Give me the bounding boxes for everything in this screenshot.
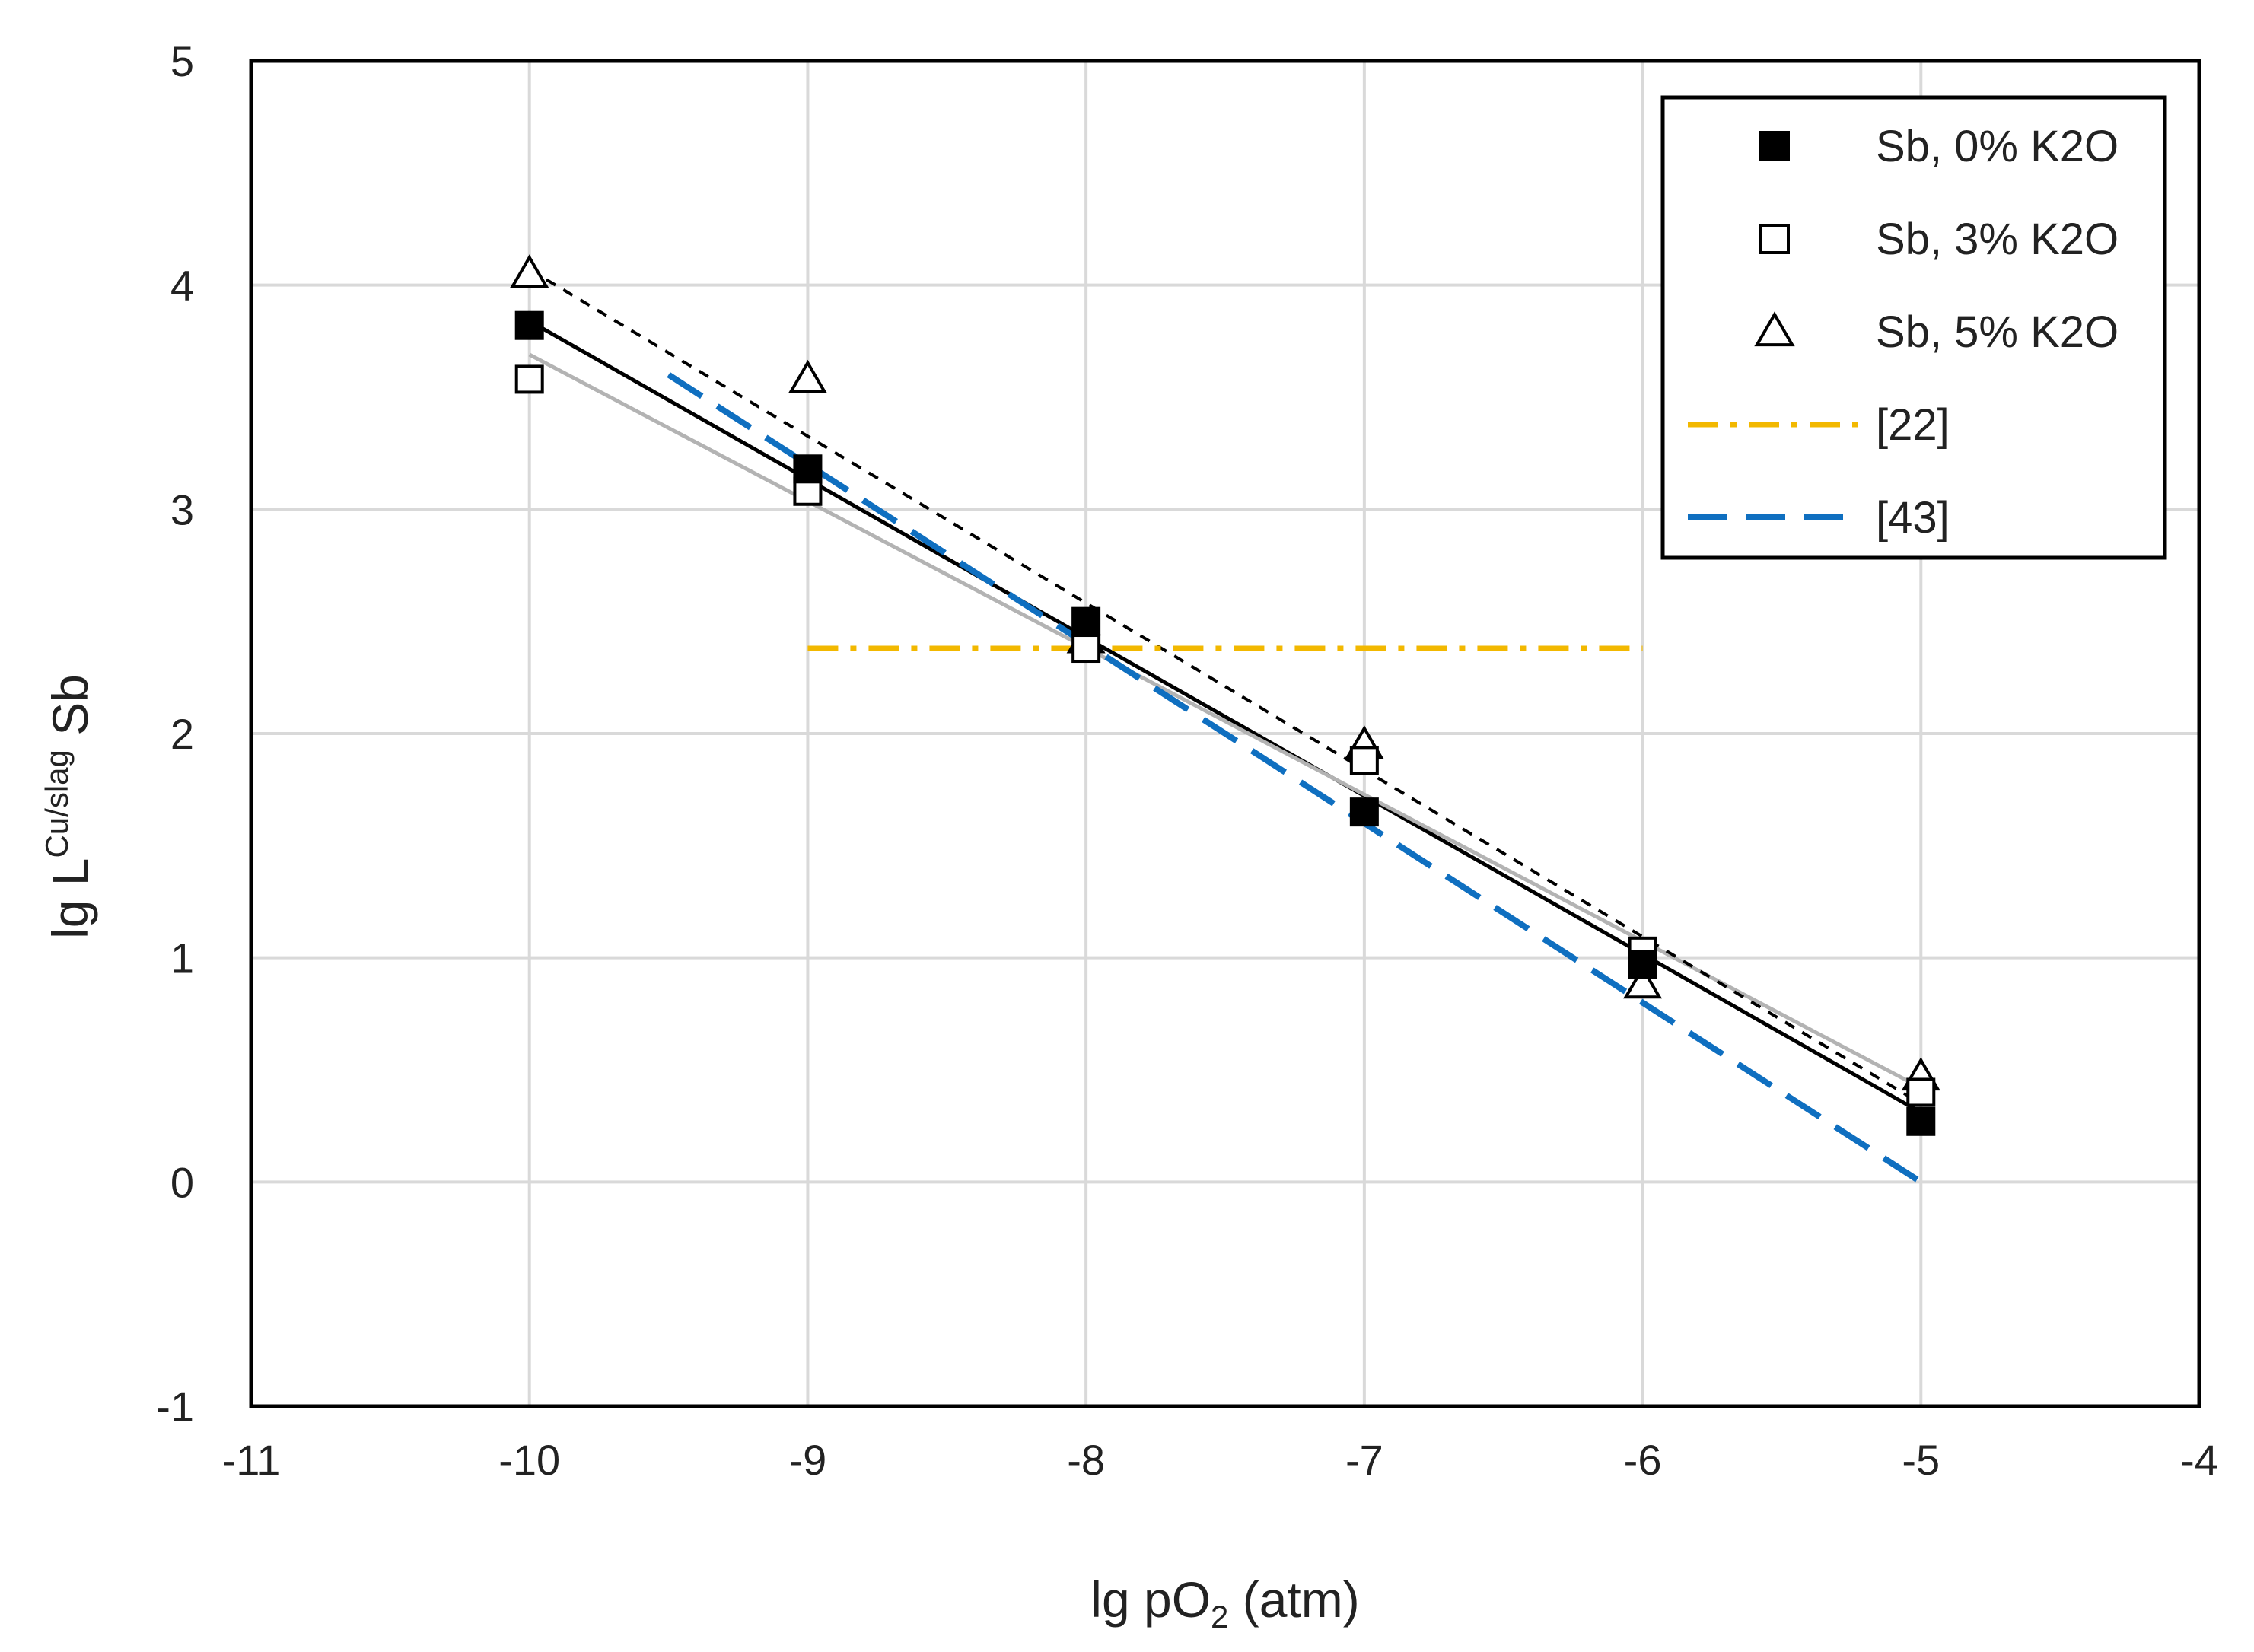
data-point-filled-square — [1906, 1106, 1936, 1136]
plot-area-frame — [249, 59, 2201, 1408]
y-tick-label: 3 — [170, 485, 194, 533]
legend-label: [43] — [1876, 493, 1950, 543]
y-axis-ticks: -1 0 1 2 3 4 5 — [156, 37, 194, 1431]
legend-box — [1660, 95, 2167, 560]
data-point-filled-square — [793, 454, 823, 484]
line-fit-0-k2o — [528, 319, 1922, 1115]
x-tick-label: -11 — [222, 1436, 281, 1484]
legend-marker-filled-square — [1759, 131, 1790, 161]
y-tick-label: 5 — [170, 37, 194, 85]
legend: Sb, 0% K2O Sb, 3% K2O Sb, 5% K2O [22] [43] — [1660, 95, 2167, 560]
legend-label: Sb, 5% K2O — [1876, 307, 2119, 357]
x-axis-ticks: -11 -10 -9 -8 -7 -6 -5 -4 — [222, 1436, 2218, 1484]
x-tick-label: -6 — [1624, 1436, 1662, 1484]
x-axis-title: lg pO2 (atm) — [1090, 1571, 1359, 1634]
line-fit-5-k2o — [528, 268, 1922, 1105]
data-point-open-square — [1071, 634, 1101, 664]
x-tick-label: -4 — [2180, 1436, 2218, 1484]
x-tick-label: -9 — [789, 1436, 827, 1484]
legend-label: Sb, 3% K2O — [1876, 215, 2119, 264]
legend-marker-open-triangle — [1754, 311, 1795, 347]
data-point-filled-square — [1349, 797, 1379, 827]
legend-label: [22] — [1876, 400, 1950, 450]
data-point-filled-square — [514, 310, 544, 340]
y-tick-label: 1 — [170, 934, 194, 982]
legend-label: Sb, 0% K2O — [1876, 122, 2119, 171]
data-point-open-triangle — [1623, 965, 1663, 999]
x-tick-label: -7 — [1345, 1436, 1383, 1484]
y-tick-label: 2 — [170, 710, 194, 758]
x-tick-label: -8 — [1067, 1436, 1105, 1484]
data-point-open-square — [514, 364, 544, 394]
data-point-open-square — [1349, 746, 1379, 775]
y-tick-label: 0 — [170, 1158, 194, 1206]
data-point-open-square — [1906, 1077, 1936, 1107]
y-tick-label: -1 — [156, 1383, 194, 1431]
markers — [510, 254, 1940, 1136]
y-tick-label: 4 — [170, 262, 194, 310]
x-tick-label: -5 — [1902, 1436, 1940, 1484]
line-43 — [667, 372, 1923, 1185]
y-axis-title: lg LCu/slag Sb — [39, 674, 98, 939]
data-point-filled-square — [1071, 606, 1101, 636]
data-point-open-triangle — [788, 359, 827, 393]
plot-lines — [528, 268, 1923, 1185]
data-point-filled-square — [1628, 950, 1657, 979]
legend-marker-open-square — [1759, 224, 1790, 254]
x-tick-label: -10 — [498, 1436, 560, 1484]
data-point-open-triangle — [510, 254, 549, 288]
